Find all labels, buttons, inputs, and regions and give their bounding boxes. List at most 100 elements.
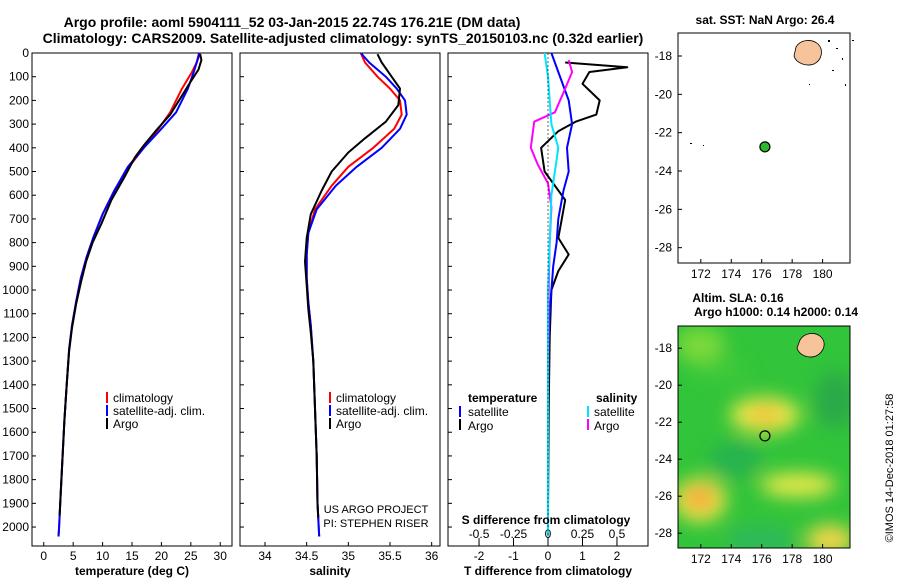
map-y-tick-label: -18 [655,49,673,63]
depth-tick-label: 200 [9,93,29,107]
salinity-series [304,52,408,537]
legend-label-satellite: satellite-adj. clim. [336,404,428,418]
depth-tick-label: 1000 [2,283,29,297]
map-x-tick-label: 180 [813,552,833,566]
sla-map-axes: 172 174 176 178 180 -18 -20 -22 -24 -26 -28 [655,341,833,566]
sst-map-title: sat. SST: NaN Argo: 26.4 [696,13,835,27]
x-tick-label: 2 [614,549,621,563]
argo-float-marker [759,141,771,153]
depth-tick-label: 800 [9,236,29,250]
temperature-series [57,52,203,537]
temperature-legend: climatology satellite-adj. clim. Argo [106,391,205,431]
depth-tick-label: 1400 [2,378,29,392]
map-x-tick-label: 176 [752,267,772,281]
legend-title-salinity: salinity [596,391,638,405]
x-tick-label: -1 [508,549,519,563]
map-y-tick-label: -28 [655,526,673,540]
figure-title-line2: Climatology: CARS2009. Satellite-adjuste… [43,30,644,46]
legend-label-satellite: satellite-adj. clim. [113,404,205,418]
legend-label-t-argo: Argo [468,419,494,433]
project-credit: US ARGO PROJECT [324,504,429,516]
difference-legend: temperature salinity satellite Argo sate… [459,391,638,433]
depth-tick-label: 1500 [2,402,29,416]
salinity-panel: 34 34.5 35 35.5 36 salinity climatology sate… [239,52,441,578]
sla-heatmap [678,326,850,548]
map-x-tick-label: 172 [691,267,711,281]
map-y-tick-label: -22 [655,415,673,429]
island-shape [796,333,825,358]
map-y-tick-label: -28 [655,241,673,255]
temperature-plot-frame [31,52,233,547]
map-y-tick-label: -20 [655,87,673,101]
map-y-tick-label: -24 [655,164,673,178]
map-y-tick-label: -24 [655,452,673,466]
small-islands [690,40,854,146]
heatmap-blobs [678,327,850,548]
x-tick-label: 35 [342,549,356,563]
x2-tick-label: -0.25 [500,527,528,541]
legend-label-argo: Argo [336,417,362,431]
depth-tick-label: 600 [9,188,29,202]
legend-label-climatology: climatology [113,391,173,405]
pi-credit: PI: STEPHEN RISER [323,518,428,530]
legend-label-s-argo: Argo [594,419,620,433]
argo-float-marker [759,430,771,442]
depth-tick-label: 500 [9,165,29,179]
t-difference-x-label: T difference from climatology [464,564,632,578]
depth-tick-label: 400 [9,141,29,155]
x-tick-label: 35.5 [378,549,402,563]
s-difference-x-label: S difference from climatology [462,513,631,527]
depth-tick-label: 900 [9,259,29,273]
depth-axis: 0 100 200 300 400 500 600 700 800 900 1000 1100 1200… [2,46,36,534]
series-line-argo [304,53,401,518]
map-y-tick-label: -18 [655,341,673,355]
sst-map-points [759,141,771,153]
series-line-argo [58,54,203,516]
sla-map-points [759,430,771,442]
x2-tick-label: -0.5 [469,527,490,541]
imos-timestamp: ©IMOS 14-Dec-2018 01:27:58 [884,394,896,543]
island-shape [793,40,822,66]
x-tick-label: 20 [155,549,169,563]
x-tick-label: 15 [125,549,139,563]
legend-label-s-satellite: satellite [594,405,635,419]
map-x-tick-label: 178 [782,267,802,281]
map-x-tick-label: 178 [782,552,802,566]
sst-map-panel: sat. SST: NaN Argo: 26.4 172 174 176 178 180… [655,13,854,281]
depth-tick-label: 1800 [2,473,29,487]
salinity-plot-frame [239,52,441,547]
map-y-tick-label: -26 [655,202,673,216]
depth-tick-label: 1200 [2,330,29,344]
depth-tick-label: 300 [9,117,29,131]
x-tick-label: 36 [425,549,439,563]
x-tick-label: 30 [214,549,228,563]
depth-tick-label: 100 [9,70,29,84]
series-line-satellite [547,52,574,537]
map-x-tick-label: 176 [752,552,772,566]
map-y-tick-label: -26 [655,489,673,503]
x-tick-label: 25 [184,549,198,563]
x-tick-label: 0 [545,549,552,563]
map-y-tick-label: -22 [655,126,673,140]
legend-label-argo: Argo [113,417,139,431]
temperature-x-ticks: 0 5 10 15 20 25 30 [40,542,227,563]
temperature-panel: 0 5 10 15 20 25 30 0 100 200 300 400 500 600 700 800 90… [2,46,233,578]
map-x-tick-label: 174 [721,552,741,566]
depth-tick-label: 700 [9,212,29,226]
difference-panel: -2 -1 0 1 2-0.5 -0.25 0 0.25 0.5 T difference fr… [447,52,649,578]
x-tick-label: 34 [258,549,272,563]
sla-map-title-line1: Altim. SLA: 0.16 [692,291,784,305]
x2-tick-label: 0.25 [571,527,595,541]
legend-title-temperature: temperature [468,391,538,405]
sla-map-panel: Altim. SLA: 0.16 Argo h1000: 0.14 h2000:… [655,291,859,566]
depth-tick-label: 1300 [2,354,29,368]
salinity-x-ticks: 34 34.5 35 35.5 36 [240,52,439,563]
map-x-tick-label: 174 [721,267,741,281]
map-x-tick-label: 172 [691,552,711,566]
figure-title-line1: Argo profile: aoml 5904111_52 03-Jan-201… [64,14,521,30]
difference-series [529,52,629,546]
map-x-tick-label: 180 [813,267,833,281]
x-tick-label: 34.5 [295,549,319,563]
x-tick-label: 1 [579,549,586,563]
